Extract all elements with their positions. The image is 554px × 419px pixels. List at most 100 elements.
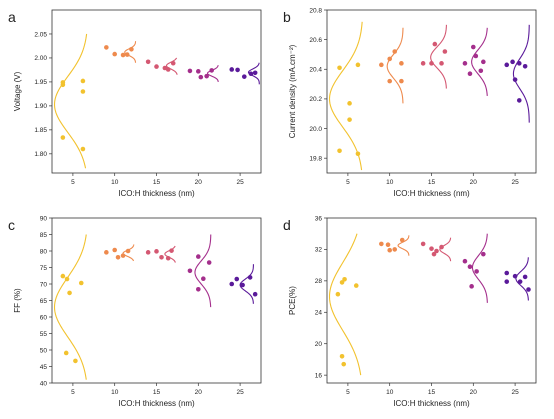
data-point-25nm [516, 98, 522, 103]
distribution-curve-15nm [430, 24, 447, 89]
distribution-curve-25nm [239, 264, 254, 304]
data-point-25nm [235, 67, 240, 73]
panel-letter: a [8, 9, 16, 25]
data-point-20nm [187, 68, 193, 74]
x-tick-label: 5 [346, 179, 350, 186]
data-point-10nm [399, 78, 404, 84]
data-point-25nm [252, 291, 258, 297]
y-tick-label: 19.8 [309, 155, 322, 162]
y-axis-title: Current density (mA.cm⁻²) [288, 44, 297, 138]
data-point-10nm [129, 47, 134, 52]
data-point-10nm [124, 52, 130, 57]
data-point-25nm [510, 59, 515, 65]
distribution-curve-20nm [471, 27, 488, 96]
y-tick-label: 20.6 [309, 37, 322, 44]
x-tick-label: 5 [71, 389, 75, 396]
data-point-25nm [512, 273, 518, 279]
distribution-curve-25nm [515, 257, 529, 301]
y-tick-label: 90 [40, 215, 48, 222]
data-point-15nm [439, 244, 444, 250]
y-tick-label: 20.2 [309, 96, 322, 103]
data-point-5nm [73, 358, 78, 364]
data-point-15nm [420, 61, 426, 66]
data-point-25nm [252, 70, 258, 76]
data-point-25nm [248, 71, 254, 77]
x-tick-label: 15 [428, 179, 436, 186]
y-tick-label: 60 [40, 314, 48, 321]
x-tick-label: 25 [236, 389, 244, 396]
data-point-20nm [196, 254, 201, 259]
data-point-5nm [60, 273, 66, 279]
plot-frame [51, 217, 262, 384]
distribution-curve-5nm [53, 33, 88, 169]
data-point-25nm [234, 276, 240, 282]
data-point-15nm [145, 250, 151, 255]
data-point-5nm [353, 283, 359, 288]
data-point-15nm [165, 255, 171, 261]
data-point-15nm [165, 67, 171, 72]
panel-letter: d [283, 217, 291, 233]
data-point-10nm [387, 56, 393, 62]
x-tick-label: 20 [470, 179, 478, 186]
distribution-curve-5nm [328, 233, 362, 376]
y-tick-label: 70 [40, 281, 48, 288]
x-tick-label: 15 [428, 389, 436, 396]
data-point-5nm [60, 135, 66, 140]
data-point-25nm [241, 74, 247, 79]
data-point-15nm [159, 254, 164, 260]
data-point-25nm [522, 64, 528, 69]
panel-c: c 40 45 50 55 60 65 70 75 80 85 90 5 10 15 20 25 ICO:H th… [8, 215, 262, 408]
data-point-25nm [512, 77, 518, 82]
data-point-5nm [341, 361, 347, 367]
data-point-20nm [198, 74, 204, 80]
data-point-25nm [247, 275, 253, 280]
panel-a: a 1.80 1.85 1.90 1.95 2.00 2.05 5 10 15 20 25 ICO:H … [8, 9, 262, 198]
y-tick-label: 80 [40, 248, 48, 255]
y-axis-title: Voltage (V) [13, 71, 22, 111]
data-point-20nm [467, 71, 473, 77]
data-point-25nm [229, 281, 235, 287]
y-tick-label: 1.85 [34, 127, 47, 134]
data-point-20nm [462, 258, 468, 264]
data-point-15nm [145, 59, 151, 65]
distribution-curve-25nm [512, 24, 530, 123]
x-tick-label: 15 [153, 179, 161, 186]
distribution-curve-10nm [122, 244, 135, 262]
y-axis-title: PCE(%) [288, 286, 297, 315]
data-point-20nm [462, 61, 468, 66]
plot-frame [326, 9, 537, 174]
data-point-15nm [169, 248, 174, 253]
data-point-10nm [120, 52, 126, 58]
data-point-5nm [335, 291, 341, 297]
distribution-curve-10nm [397, 235, 410, 256]
data-point-15nm [434, 248, 439, 254]
data-point-5nm [339, 353, 345, 359]
data-point-20nm [471, 44, 476, 50]
y-tick-label: 65 [40, 298, 48, 305]
panel-d: d 16 20 24 28 32 36 5 10 15 20 25 ICO:H thickness (n… [283, 215, 537, 408]
x-tick-label: 25 [236, 179, 244, 186]
data-point-25nm [526, 287, 531, 292]
y-tick-label: 45 [40, 364, 48, 371]
data-point-15nm [170, 60, 176, 66]
data-point-10nm [125, 248, 131, 254]
x-tick-label: 5 [71, 179, 75, 186]
data-point-15nm [432, 41, 438, 47]
x-tick-label: 10 [386, 389, 394, 396]
distribution-curve-20nm [471, 233, 488, 303]
data-point-15nm [154, 249, 159, 254]
y-tick-label: 20.0 [309, 126, 322, 133]
data-point-20nm [473, 53, 479, 59]
data-point-20nm [469, 284, 474, 289]
y-tick-label: 2.00 [34, 55, 47, 62]
x-tick-label: 20 [195, 389, 203, 396]
distribution-curve-5nm [53, 234, 87, 380]
y-tick-label: 24 [315, 310, 323, 317]
data-point-25nm [504, 62, 510, 68]
data-point-20nm [201, 276, 206, 282]
data-point-10nm [112, 247, 117, 253]
distribution-curve-20nm [206, 65, 219, 82]
y-tick-label: 40 [40, 380, 48, 387]
data-point-5nm [80, 78, 86, 84]
panel-letter: b [283, 9, 291, 25]
